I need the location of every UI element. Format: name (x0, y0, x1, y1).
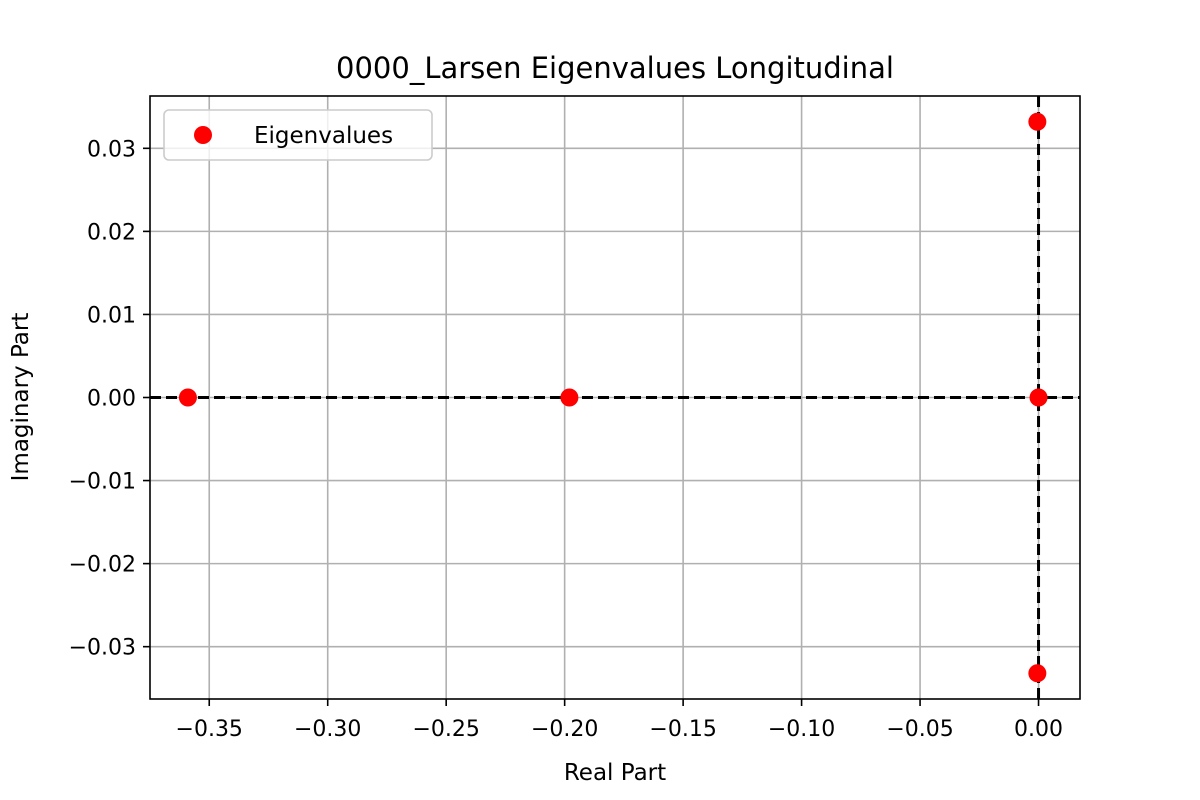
x-tick-label: −0.10 (768, 717, 835, 742)
eigenvalue-point (1029, 388, 1048, 407)
x-axis-label: Real Part (564, 760, 666, 786)
y-tick-label: 0.02 (87, 220, 136, 245)
reference-lines (150, 96, 1080, 699)
legend-marker-eigenvalues (194, 126, 212, 144)
x-axis-ticks: −0.35 −0.30 −0.25 −0.20 −0.15 −0.10 −0.05 0.00 (176, 699, 1063, 742)
legend-label-eigenvalues: Eigenvalues (254, 123, 393, 149)
data-points (178, 112, 1048, 683)
eigenvalue-point (1028, 664, 1047, 683)
x-tick-label: −0.20 (531, 717, 598, 742)
legend: Eigenvalues (163, 109, 433, 161)
eigenvalue-point (1028, 112, 1047, 131)
x-tick-label: −0.30 (294, 717, 361, 742)
y-tick-label: −0.01 (69, 470, 136, 495)
y-tick-label: 0.01 (87, 303, 136, 328)
y-tick-label: 0.00 (87, 387, 136, 412)
x-tick-label: −0.05 (886, 717, 953, 742)
x-tick-label: −0.15 (649, 717, 716, 742)
y-tick-label: −0.03 (69, 636, 136, 661)
eigenvalue-point (178, 388, 197, 407)
x-tick-label: −0.35 (176, 717, 243, 742)
legend-box (163, 109, 433, 161)
eigenvalue-point (560, 388, 579, 407)
x-tick-label: −0.25 (412, 717, 479, 742)
x-tick-label: 0.00 (1014, 717, 1063, 742)
y-tick-label: −0.02 (69, 553, 136, 578)
y-axis-label: Imaginary Part (8, 313, 34, 482)
chart-title: 0000_Larsen Eigenvalues Longitudinal (336, 51, 894, 85)
y-tick-label: 0.03 (87, 137, 136, 162)
y-axis-ticks: −0.03 −0.02 −0.01 0.00 0.01 0.02 0.03 (69, 137, 150, 661)
